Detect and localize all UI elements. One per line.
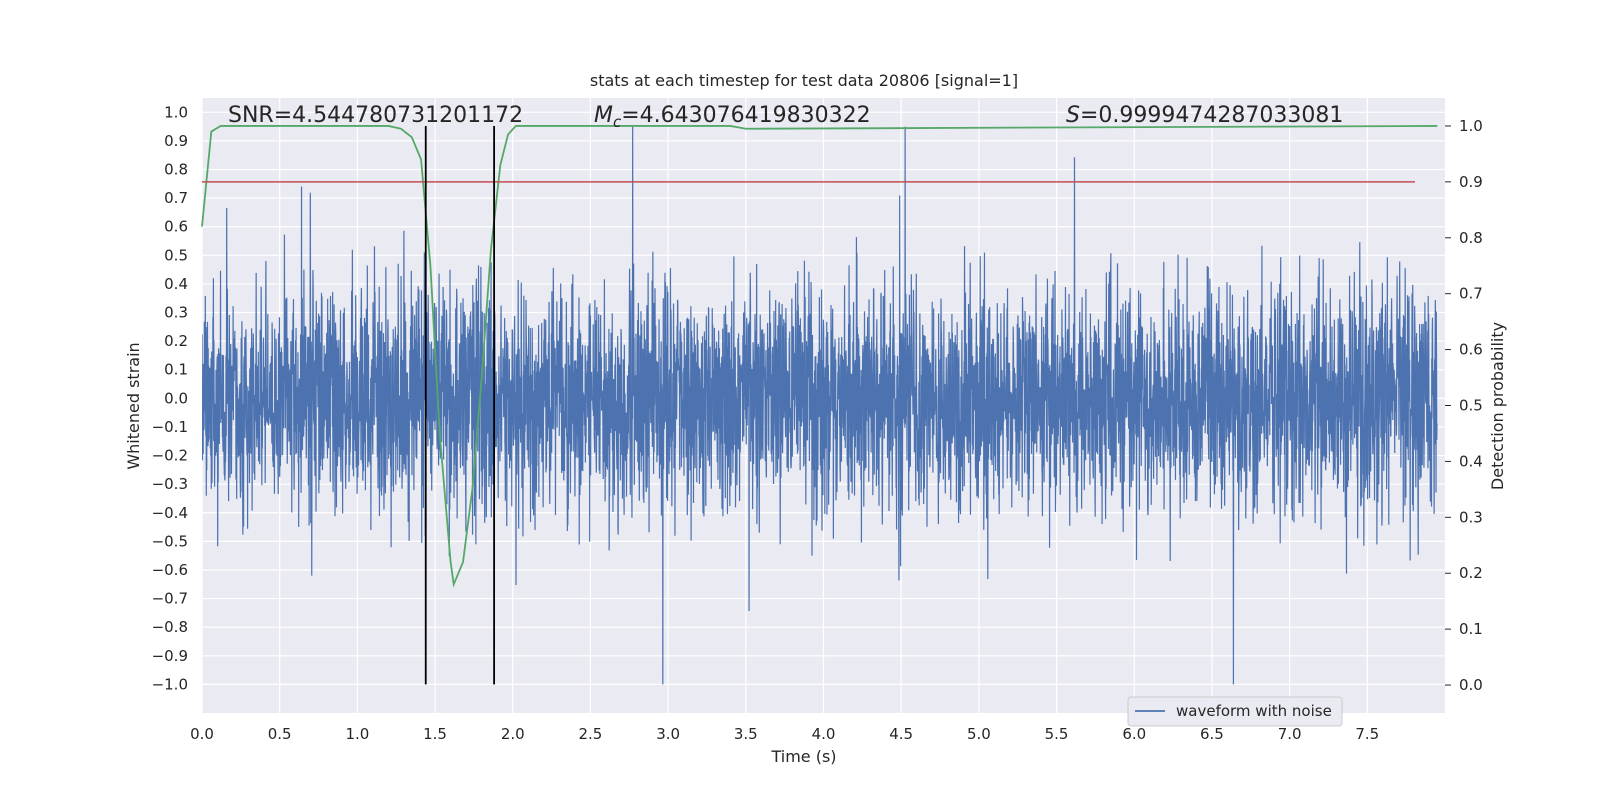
right-tick-label: 1.0 (1459, 117, 1483, 135)
x-axis-ticks: 0.0 0.5 1.0 1.5 2.0 2.5 3.0 3.5 4.0 4.5 5.0 5.5 6.0 6… (190, 725, 1379, 743)
x-tick-label: 1.0 (345, 725, 369, 743)
right-tick-label: 0.5 (1459, 397, 1483, 415)
right-tick-label: 0.1 (1459, 620, 1483, 638)
left-tick-label: −0.7 (152, 590, 188, 608)
event-markers (424, 125, 496, 685)
left-tick-label: 0.2 (164, 332, 188, 350)
left-tick-label: −0.2 (152, 447, 188, 465)
x-tick-label: 4.0 (812, 725, 836, 743)
x-tick-label: 1.5 (423, 725, 447, 743)
left-tick-label: 0.7 (164, 189, 188, 207)
left-axis-label: Whitened strain (124, 342, 143, 469)
left-tick-label: −0.3 (152, 475, 188, 493)
detection-probability-line (201, 125, 1438, 588)
left-tick-label: 0.6 (164, 218, 188, 236)
left-tick-label: −0.4 (152, 504, 188, 522)
x-tick-label: 0.5 (268, 725, 292, 743)
x-tick-label: 7.0 (1278, 725, 1302, 743)
x-tick-label: 6.5 (1200, 725, 1224, 743)
x-tick-label: 4.5 (889, 725, 913, 743)
left-tick-label: 0.9 (164, 132, 188, 150)
s-stat: S=0.9999474287033081 (1066, 103, 1343, 128)
left-tick-label: 1.0 (164, 103, 188, 121)
chart-title: stats at each timestep for test data 208… (590, 71, 1018, 90)
x-tick-label: 0.0 (190, 725, 214, 743)
legend-box (1127, 696, 1343, 727)
x-axis-label: Time (s) (770, 747, 836, 766)
legend: waveform with noise (1127, 696, 1343, 727)
left-tick-label: −0.9 (152, 647, 188, 665)
right-tick-label: 0.7 (1459, 285, 1483, 303)
left-tick-label: −0.1 (152, 418, 188, 436)
left-tick-label: 0.3 (164, 304, 188, 322)
right-tick-label: 0.3 (1459, 508, 1483, 526)
right-tick-label: 0.2 (1459, 564, 1483, 582)
right-tick-label: 0.0 (1459, 676, 1483, 694)
left-tick-label: 0.8 (164, 161, 188, 179)
right-axis-ticks: 1.0 0.9 0.8 0.7 0.6 0.5 0.4 0.3 0.2 0.1 0.0 (1445, 117, 1483, 694)
left-tick-label: 0.4 (164, 275, 188, 293)
right-tick-label: 0.6 (1459, 341, 1483, 359)
x-tick-label: 5.0 (967, 725, 991, 743)
x-tick-label: 5.5 (1045, 725, 1069, 743)
chirp-mass-stat: Mc=4.643076419830322 (594, 103, 871, 131)
left-tick-label: −0.8 (152, 618, 188, 636)
left-tick-label: −1.0 (152, 675, 188, 693)
right-tick-label: 0.4 (1459, 452, 1483, 470)
left-tick-label: −0.5 (152, 532, 188, 550)
left-tick-label: 0.5 (164, 246, 188, 264)
snr-stat: SNR=4.544780731201172 (228, 103, 523, 128)
x-tick-label: 2.0 (501, 725, 525, 743)
left-axis-ticks: 1.0 0.9 0.8 0.7 0.6 0.5 0.4 0.3 0.2 0.1 0.0 −0.1 −0.… (152, 103, 188, 693)
x-tick-label: 7.5 (1355, 725, 1379, 743)
left-tick-label: −0.6 (152, 561, 188, 579)
legend-label: waveform with noise (1176, 702, 1332, 720)
x-tick-label: 2.5 (579, 725, 603, 743)
left-tick-label: 0.1 (164, 361, 188, 379)
left-tick-label: 0.0 (164, 389, 188, 407)
waveform-trace (202, 126, 1438, 685)
x-tick-label: 3.5 (734, 725, 758, 743)
right-tick-label: 0.8 (1459, 229, 1483, 247)
x-tick-label: 3.0 (656, 725, 680, 743)
waveform-series (202, 126, 1438, 685)
right-axis-label: Detection probability (1488, 322, 1507, 490)
right-tick-label: 0.9 (1459, 173, 1483, 191)
x-tick-label: 6.0 (1122, 725, 1146, 743)
